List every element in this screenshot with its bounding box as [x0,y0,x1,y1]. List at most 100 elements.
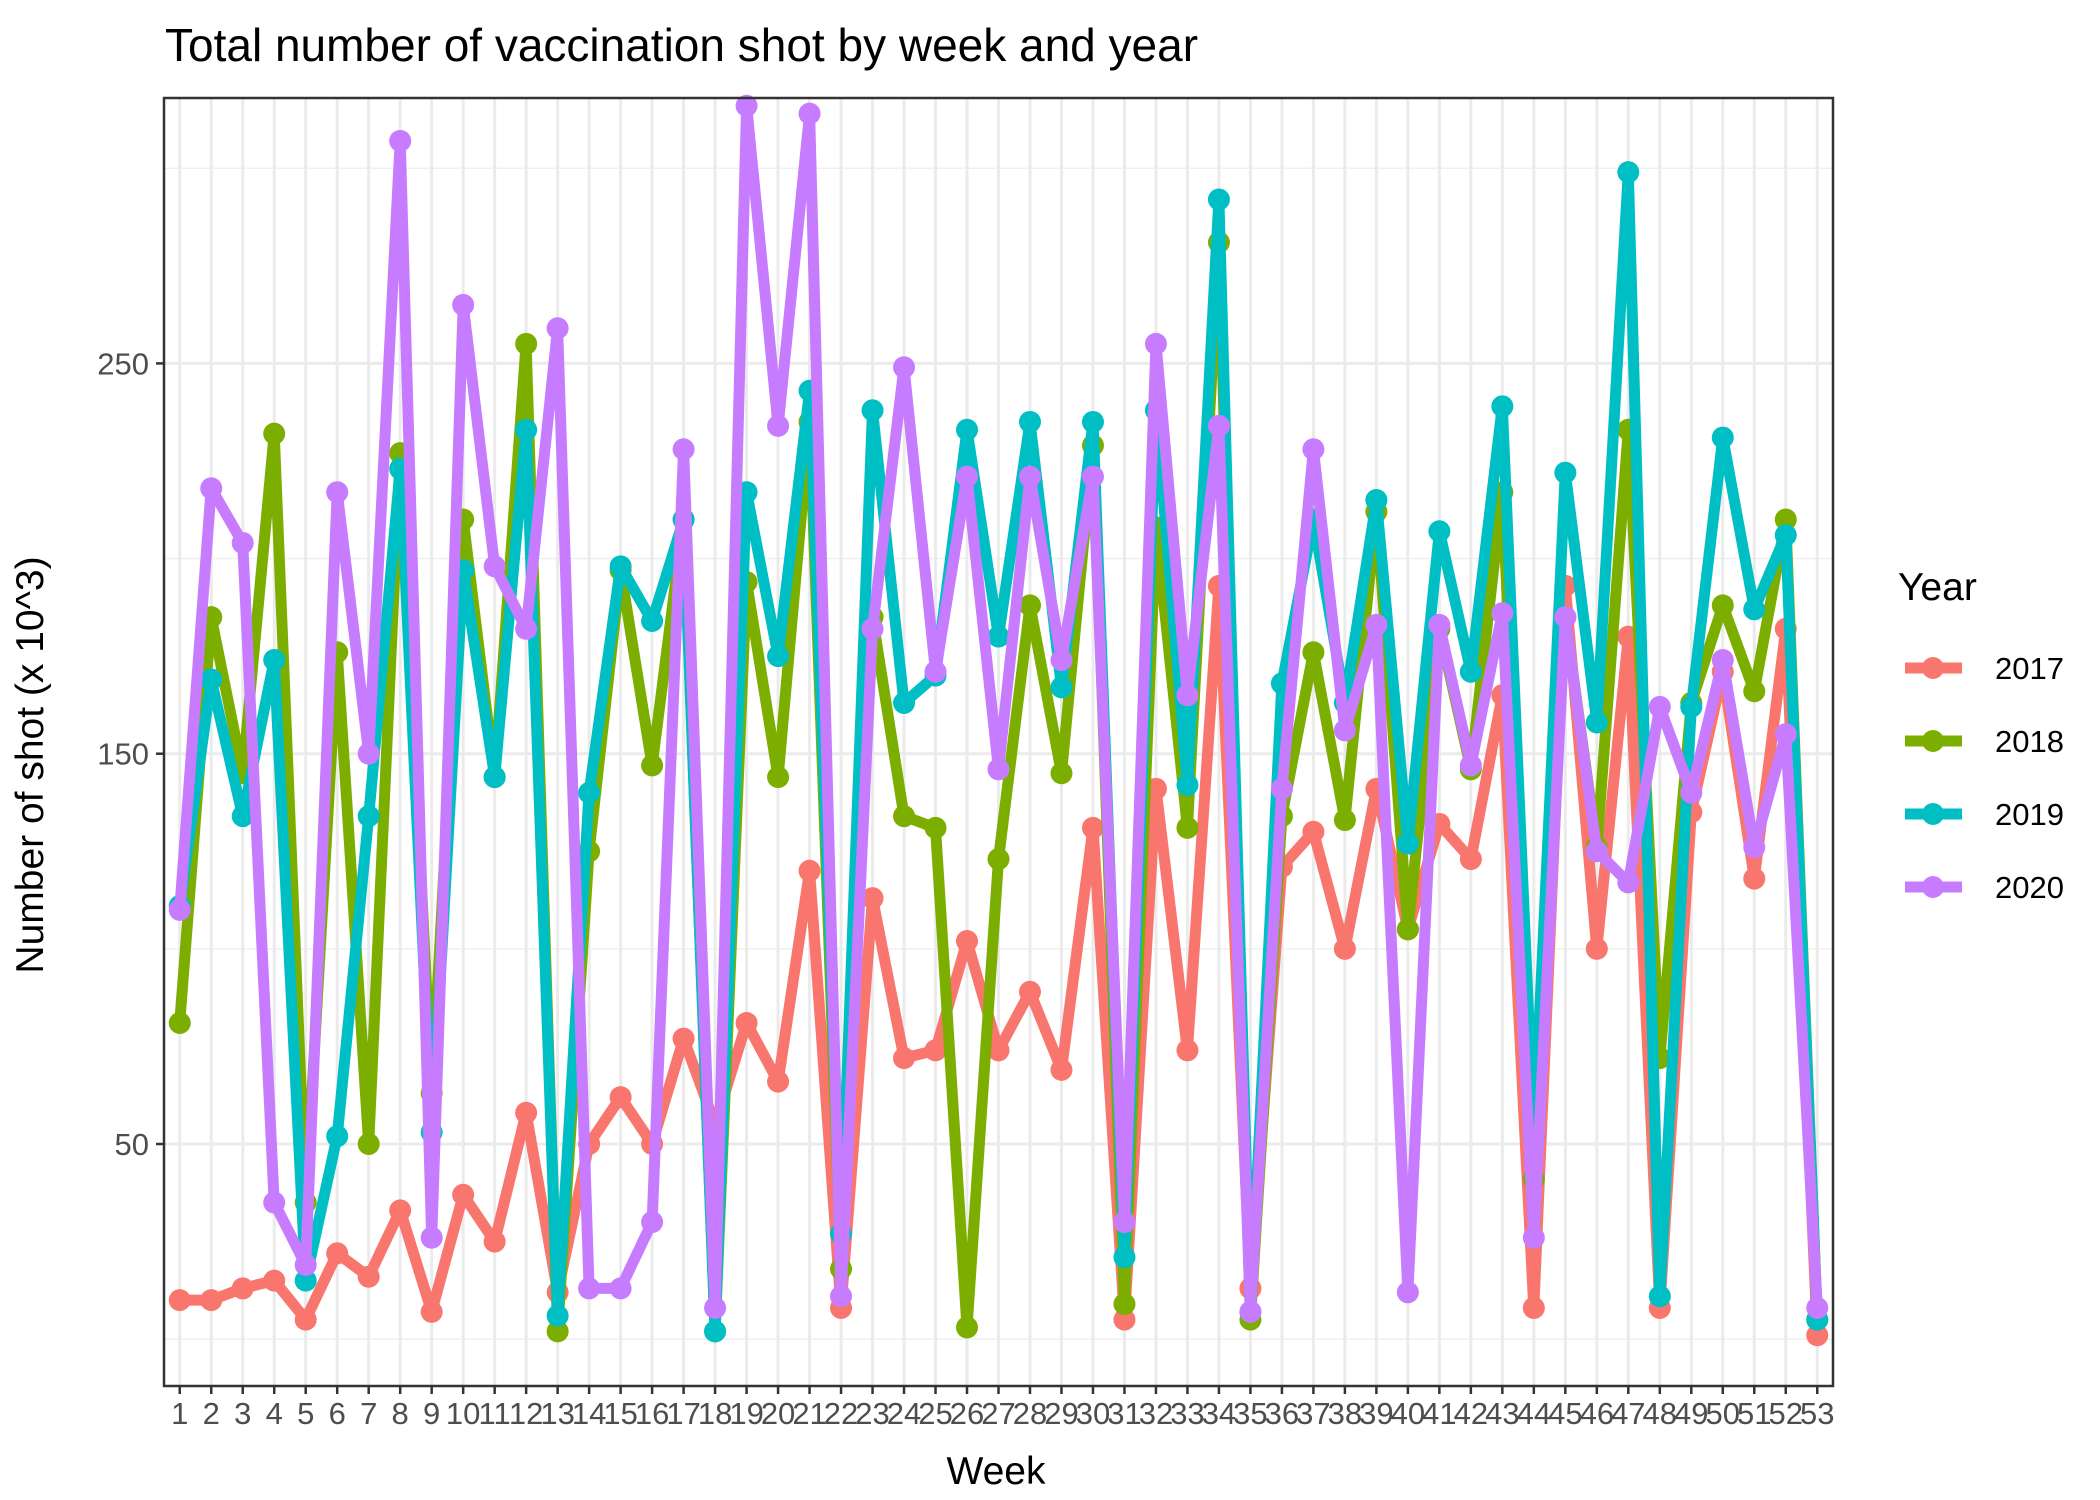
data-point-2019-week-2 [200,668,223,691]
data-point-2018-week-24 [893,805,916,828]
data-point-2019-week-47 [1617,161,1640,184]
x-tick-label: 36 [1265,1396,1299,1431]
data-point-2020-week-22 [830,1285,853,1308]
data-point-2018-week-12 [515,332,538,355]
data-point-2019-week-13 [546,1304,569,1327]
data-point-2020-week-27 [987,758,1010,781]
data-point-2020-week-46 [1585,840,1608,863]
data-point-2017-week-11 [483,1230,506,1253]
data-point-2017-week-27 [987,1039,1010,1062]
data-point-2017-week-29 [1050,1058,1073,1081]
data-point-2019-week-49 [1680,695,1703,718]
data-point-2017-week-23 [861,887,884,910]
x-tick-label: 14 [572,1396,606,1431]
data-point-2020-week-40 [1396,1281,1419,1304]
x-tick-label: 46 [1580,1396,1614,1431]
data-point-2019-week-4 [263,649,286,672]
x-tick-label: 13 [540,1396,574,1431]
data-point-2018-week-40 [1396,918,1419,941]
x-tick-label: 28 [1013,1396,1047,1431]
x-tick-label: 50 [1706,1396,1740,1431]
data-point-2017-week-1 [168,1289,191,1312]
x-tick-label: 17 [666,1396,700,1431]
legend-item-2018: 2018 [1905,724,2064,759]
x-tick-label: 45 [1548,1396,1582,1431]
data-point-2019-week-23 [861,399,884,422]
data-point-2017-week-42 [1459,848,1482,871]
data-point-2020-week-28 [1018,465,1041,488]
legend-item-2017: 2017 [1905,651,2064,686]
data-point-2017-week-46 [1585,937,1608,960]
data-point-2019-week-51 [1743,598,1766,621]
data-point-2018-week-27 [987,848,1010,871]
data-point-2017-week-3 [231,1277,254,1300]
data-point-2020-week-20 [767,414,790,437]
x-tick-label: 7 [360,1396,377,1431]
x-tick-label: 35 [1233,1396,1267,1431]
data-point-2017-week-12 [515,1101,538,1124]
x-tick-label: 47 [1611,1396,1645,1431]
data-point-2019-week-31 [1113,1246,1136,1269]
data-point-2019-week-46 [1585,711,1608,734]
x-axis-ticks: 1 2 3 4 5 6 7 8 9 1011121314151617181920212223242… [171,1386,1834,1431]
x-tick-label: 9 [423,1396,440,1431]
x-tick-label: 34 [1202,1396,1236,1431]
data-point-2017-week-7 [357,1265,380,1288]
data-point-2017-week-33 [1176,1039,1199,1062]
data-point-2019-week-11 [483,766,506,789]
data-point-2017-week-31 [1113,1308,1136,1331]
x-tick-label: 42 [1454,1396,1488,1431]
x-tick-label: 29 [1044,1396,1078,1431]
data-point-2019-week-16 [641,610,664,633]
data-point-2019-week-39 [1365,489,1388,512]
data-point-2020-week-11 [483,555,506,578]
data-point-2020-week-8 [389,129,412,152]
x-tick-label: 32 [1139,1396,1173,1431]
x-tick-label: 26 [950,1396,984,1431]
data-point-2017-week-4 [263,1269,286,1292]
data-point-2020-week-47 [1617,871,1640,894]
x-tick-label: 6 [329,1396,346,1431]
data-point-2019-week-30 [1081,410,1104,433]
data-point-2019-week-42 [1459,660,1482,683]
series-layer [168,94,1829,1347]
data-point-2019-week-12 [515,418,538,441]
x-axis-title: Week [947,1450,1046,1493]
legend-key-point [1922,803,1944,825]
data-point-2020-week-4 [263,1191,286,1214]
data-point-2017-week-37 [1302,820,1325,843]
series-2020 [168,94,1829,1323]
x-tick-label: 20 [761,1396,795,1431]
data-point-2020-week-21 [798,102,821,125]
data-point-2020-week-25 [924,660,947,683]
data-point-2017-week-30 [1081,816,1104,839]
data-point-2019-week-26 [956,418,979,441]
data-point-2018-week-13 [546,1320,569,1343]
data-point-2020-week-52 [1774,723,1797,746]
legend-label: 2020 [1995,870,2064,905]
data-point-2017-week-19 [735,1012,758,1035]
y-axis-title: Number of shot (x 10^3) [9,556,52,973]
data-point-2017-week-51 [1743,867,1766,890]
x-tick-label: 37 [1296,1396,1330,1431]
x-tick-label: 18 [698,1396,732,1431]
x-tick-label: 51 [1737,1396,1771,1431]
legend-item-2019: 2019 [1905,797,2064,832]
x-tick-label: 23 [855,1396,889,1431]
x-tick-label: 44 [1517,1396,1551,1431]
data-point-2020-week-48 [1648,695,1671,718]
data-point-2017-week-17 [672,1027,695,1050]
data-point-2019-week-52 [1774,524,1797,547]
y-tick-label: 50 [115,1127,149,1162]
legend-key-point [1922,730,1944,752]
data-point-2020-week-33 [1176,684,1199,707]
x-tick-label: 2 [203,1396,220,1431]
data-point-2020-week-38 [1333,719,1356,742]
data-point-2020-week-51 [1743,836,1766,859]
data-point-2020-week-36 [1270,777,1293,800]
data-point-2020-week-6 [326,481,349,504]
data-point-2018-week-51 [1743,680,1766,703]
x-tick-label: 15 [603,1396,637,1431]
x-tick-label: 41 [1422,1396,1456,1431]
x-tick-label: 40 [1391,1396,1425,1431]
